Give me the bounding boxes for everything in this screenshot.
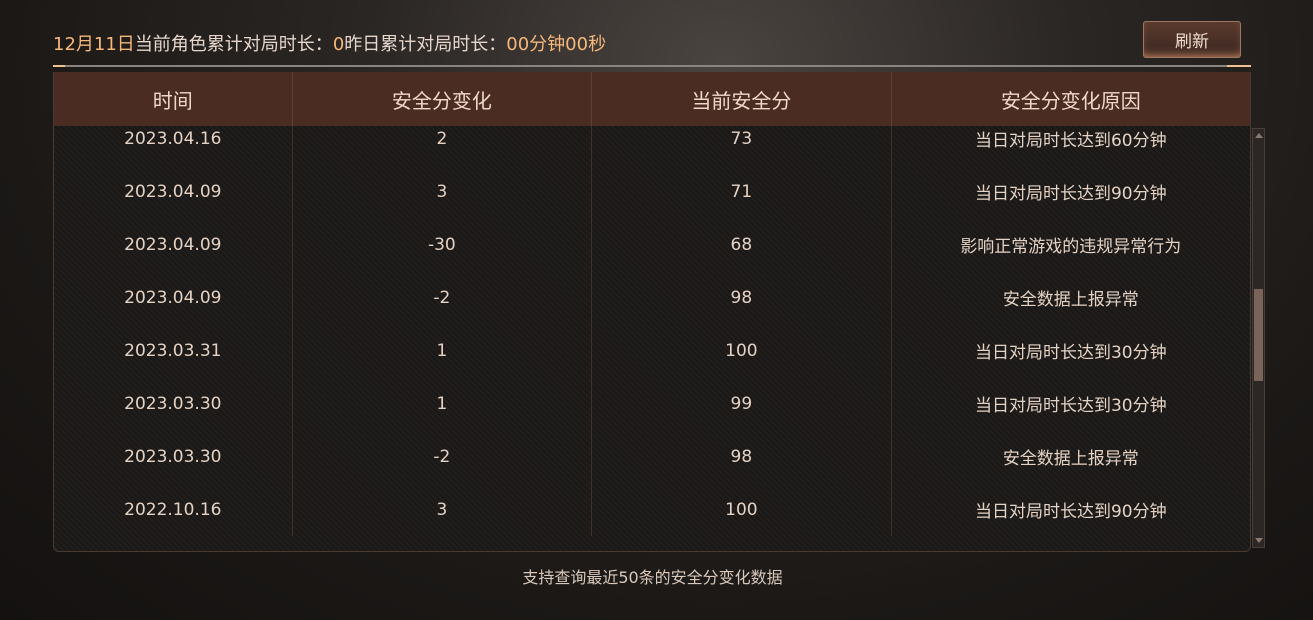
table-cell: 2023.04.09 bbox=[54, 218, 293, 271]
table-cell: 2022.10.16 bbox=[54, 483, 293, 536]
scroll-down-icon[interactable] bbox=[1255, 538, 1263, 543]
table-cell: 当日对局时长达到60分钟 bbox=[974, 131, 1167, 151]
refresh-button[interactable]: 刷新 bbox=[1143, 21, 1241, 58]
current-label: 当前角色累计对局时长： bbox=[134, 34, 333, 55]
table-cell: 3 bbox=[293, 483, 593, 536]
table-cell: 98 bbox=[592, 271, 892, 324]
date: 12月11日 bbox=[53, 34, 135, 55]
table-cell: 2023.03.30 bbox=[54, 430, 293, 483]
column-header-time: 时间 bbox=[54, 72, 293, 126]
scroll-thumb[interactable] bbox=[1254, 289, 1263, 381]
table-cell: 2023.03.30 bbox=[54, 377, 293, 430]
table-cell: 1 bbox=[293, 377, 593, 430]
column-header-change: 安全分变化 bbox=[293, 72, 593, 126]
table-cell: 1 bbox=[293, 324, 593, 377]
table-cell: 当日对局时长达到30分钟 bbox=[974, 343, 1167, 363]
table-row: 2023.04.09 -2 98 安全数据上报异常 bbox=[54, 271, 1250, 324]
table-cell: -2 bbox=[293, 271, 593, 324]
table-cell: -2 bbox=[293, 430, 593, 483]
footer-note: 支持查询最近50条的安全分变化数据 bbox=[522, 568, 783, 587]
table-header: 时间 安全分变化 当前安全分 安全分变化原因 bbox=[54, 72, 1250, 126]
table-cell: 当日对局时长达到90分钟 bbox=[974, 184, 1167, 204]
table-cell: 当日对局时长达到90分钟 bbox=[974, 502, 1167, 522]
table-cell: 99 bbox=[592, 377, 892, 430]
table-cell: 73 bbox=[592, 112, 892, 165]
table-row: 2023.04.09 -30 68 影响正常游戏的违规异常行为 bbox=[54, 218, 1250, 271]
table-row: 2023.04.09 3 71 当日对局时长达到90分钟 bbox=[54, 165, 1250, 218]
table-row: 2023.03.30 1 99 当日对局时长达到30分钟 bbox=[54, 377, 1250, 430]
playtime-summary: 12月11日当前角色累计对局时长：0昨日累计对局时长：00分钟00秒 bbox=[53, 30, 606, 56]
table-cell: 影响正常游戏的违规异常行为 bbox=[960, 237, 1182, 257]
current-value: 0 bbox=[332, 34, 345, 55]
table-cell: 100 bbox=[592, 324, 892, 377]
table-cell: 100 bbox=[592, 483, 892, 536]
table-row: 2023.03.30 -2 98 安全数据上报异常 bbox=[54, 430, 1250, 483]
table-cell: 2 bbox=[293, 112, 593, 165]
yesterday-value: 00分钟00秒 bbox=[506, 34, 607, 55]
security-score-table: 时间 安全分变化 当前安全分 安全分变化原因 2023.04.16 2 73 当日对局… bbox=[53, 72, 1251, 552]
table-cell: 2023.04.09 bbox=[54, 271, 293, 324]
column-header-reason: 安全分变化原因 bbox=[1000, 88, 1141, 113]
table-cell: 98 bbox=[592, 430, 892, 483]
table-cell: 安全数据上报异常 bbox=[1002, 290, 1139, 310]
table-cell: 68 bbox=[592, 218, 892, 271]
table-row: 2023.03.31 1 100 当日对局时长达到30分钟 bbox=[54, 324, 1250, 377]
table-cell: 3 bbox=[293, 165, 593, 218]
table-cell: 当日对局时长达到30分钟 bbox=[974, 396, 1167, 416]
table-cell: 71 bbox=[592, 165, 892, 218]
scroll-up-icon[interactable] bbox=[1255, 133, 1263, 138]
yesterday-label: 昨日累计对局时长： bbox=[344, 34, 507, 55]
table-body: 2023.04.16 2 73 当日对局时长达到60分钟 2023.04.09 3 71 当日… bbox=[54, 112, 1250, 536]
table-cell: -30 bbox=[293, 218, 593, 271]
divider bbox=[53, 65, 1251, 67]
column-header-score: 当前安全分 bbox=[592, 72, 892, 126]
scrollbar[interactable] bbox=[1252, 128, 1265, 548]
table-cell: 2023.04.09 bbox=[54, 165, 293, 218]
table-cell: 2023.04.16 bbox=[54, 112, 293, 165]
table-cell: 安全数据上报异常 bbox=[1002, 449, 1139, 469]
table-row: 2022.10.16 3 100 当日对局时长达到90分钟 bbox=[54, 483, 1250, 536]
table-row: 2023.04.16 2 73 当日对局时长达到60分钟 bbox=[54, 112, 1250, 165]
table-cell: 2023.03.31 bbox=[54, 324, 293, 377]
